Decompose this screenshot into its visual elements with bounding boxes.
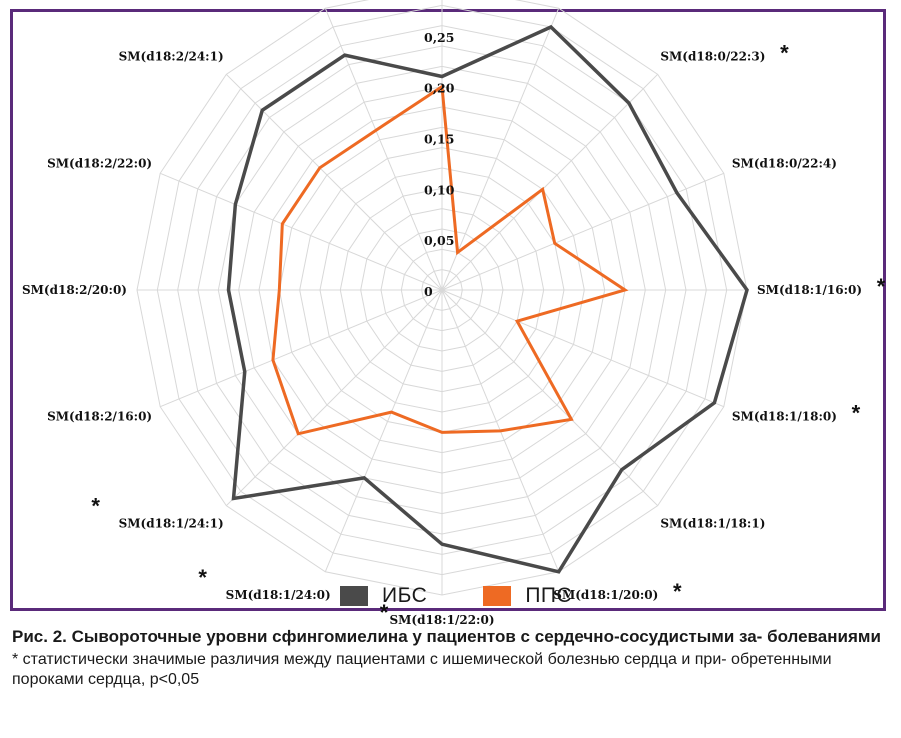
legend-swatch-ibs xyxy=(340,586,368,606)
grid-spoke xyxy=(324,289,443,572)
axis-label: SM(d18:1/16:0) xyxy=(757,283,862,297)
radar-axis-labels: SM(d16:1/16:0)SM(d16:1/18:0)*SM(d18:0/22… xyxy=(22,41,886,627)
legend-label-pps: ППС xyxy=(525,584,573,607)
tick-label: 0,20 xyxy=(424,81,455,96)
legend-item-pps: ППС xyxy=(483,584,572,608)
grid-spoke xyxy=(160,172,443,291)
significance-star: * xyxy=(852,400,861,425)
significance-star: * xyxy=(91,493,100,518)
caption-note: * статистически значимые различия между … xyxy=(12,651,832,688)
significance-star: * xyxy=(877,274,886,299)
radar-series xyxy=(226,24,749,574)
grid-spoke xyxy=(441,289,724,408)
tick-label: 0 xyxy=(424,284,433,299)
radar-chart: 00,050,100,150,200,250,30 SM(d16:1/16:0)… xyxy=(22,0,886,627)
figure-caption: Рис. 2. Сывороточные уровни сфингомиелин… xyxy=(12,626,887,690)
axis-label: SM(d18:1/24:0) xyxy=(226,588,331,602)
legend: ИБС ППС xyxy=(340,580,572,612)
legend-swatch-pps xyxy=(483,586,512,606)
axis-label: SM(d18:1/18:1) xyxy=(660,516,765,530)
significance-star: * xyxy=(780,41,789,66)
grid-spoke xyxy=(441,289,659,507)
caption-title: Рис. 2. Сывороточные уровни сфингомиелин… xyxy=(12,627,881,646)
axis-label: SM(d18:2/24:1) xyxy=(119,50,224,64)
series-line-ibs xyxy=(226,24,749,574)
axis-label: SM(d18:2/16:0) xyxy=(47,409,152,423)
legend-label-ibs: ИБС xyxy=(382,584,428,607)
axis-label: SM(d18:1/22:0) xyxy=(389,613,494,627)
grid-spoke xyxy=(441,73,659,291)
axis-label: SM(d18:1/20:0) xyxy=(553,588,658,602)
tick-label: 0,10 xyxy=(424,182,455,197)
grid-spoke xyxy=(160,289,443,408)
figure-frame xyxy=(10,9,886,611)
axis-label: SM(d18:1/18:0) xyxy=(732,409,837,423)
grid-spoke xyxy=(441,8,560,291)
grid-spoke xyxy=(225,289,443,507)
axis-label: SM(d18:0/22:3) xyxy=(660,50,765,64)
significance-star: * xyxy=(198,565,207,590)
radar-tick-labels: 00,050,100,150,200,250,30 xyxy=(424,30,455,299)
axis-label: SM(d18:0/22:4) xyxy=(732,157,837,171)
axis-label: SM(d18:1/24:1) xyxy=(119,516,224,530)
axis-label: SM(d18:2/20:0) xyxy=(22,283,127,297)
tick-label: 0,15 xyxy=(424,132,454,147)
radar-grid xyxy=(136,0,748,596)
legend-item-ibs: ИБС xyxy=(340,584,427,608)
tick-label: 0,25 xyxy=(424,30,454,45)
axis-label: SM(d18:2/22:0) xyxy=(47,157,152,171)
tick-label: 0,05 xyxy=(424,233,454,248)
significance-star: * xyxy=(380,600,389,625)
significance-star: * xyxy=(673,579,682,604)
series-line-pps xyxy=(271,84,629,436)
